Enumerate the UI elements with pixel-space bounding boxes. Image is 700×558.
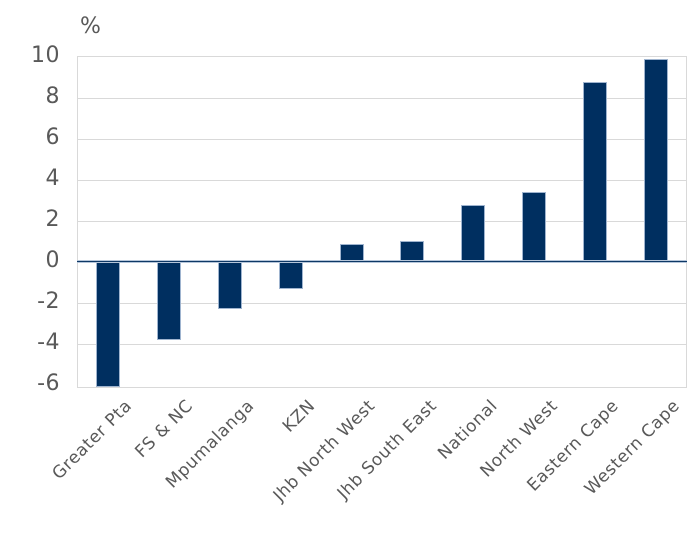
x-label-greater-pta: Greater Pta	[48, 396, 137, 484]
plot-area	[77, 56, 687, 388]
y-tick-label--2: -2	[37, 288, 60, 314]
x-label-fs-nc: FS & NC	[131, 396, 198, 462]
bar-jhb-south-east	[400, 241, 425, 262]
y-tick-label--6: -6	[37, 370, 60, 396]
y-tick-label-8: 8	[45, 83, 60, 109]
y-axis: 10 8 6 4 2 0 -2 -4 -6	[0, 0, 60, 420]
gridline-4	[78, 179, 686, 181]
x-label-western-cape: Western Cape	[580, 396, 684, 500]
x-label-jhb-north-west: Jhb North West	[270, 396, 380, 506]
x-label-north-west: North West	[476, 396, 563, 482]
x-label-mpumalanga: Mpumalanga	[161, 396, 259, 493]
y-tick-label-4: 4	[45, 165, 60, 191]
bar-kzn	[278, 261, 303, 289]
x-label-national: National	[433, 396, 502, 464]
bar-western-cape	[643, 59, 668, 262]
bar-north-west	[522, 192, 546, 262]
bar-greater-pta	[96, 261, 121, 387]
y-axis-unit-label: %	[80, 14, 102, 39]
bar-eastern-cape	[582, 81, 607, 262]
bar-fs-nc	[157, 261, 182, 340]
gridline--2	[78, 302, 686, 304]
zero-line	[77, 260, 687, 264]
x-label-eastern-cape: Eastern Cape	[523, 396, 623, 496]
bar-jhb-north-west	[339, 243, 364, 262]
bar-national	[461, 204, 486, 262]
y-tick-label-10: 10	[31, 43, 60, 68]
gridline-6	[78, 138, 686, 140]
gridline-8	[78, 97, 686, 99]
y-tick-label-2: 2	[45, 206, 60, 232]
x-label-jhb-south-east: Jhb South East	[333, 396, 441, 504]
y-tick-label-0: 0	[45, 247, 60, 273]
gridline--4	[78, 343, 686, 345]
y-tick-label--4: -4	[37, 329, 60, 355]
y-tick-label-6: 6	[45, 124, 60, 150]
gridline-2	[78, 220, 686, 222]
x-label-kzn: KZN	[278, 396, 319, 437]
bar-mpumalanga	[218, 261, 242, 310]
